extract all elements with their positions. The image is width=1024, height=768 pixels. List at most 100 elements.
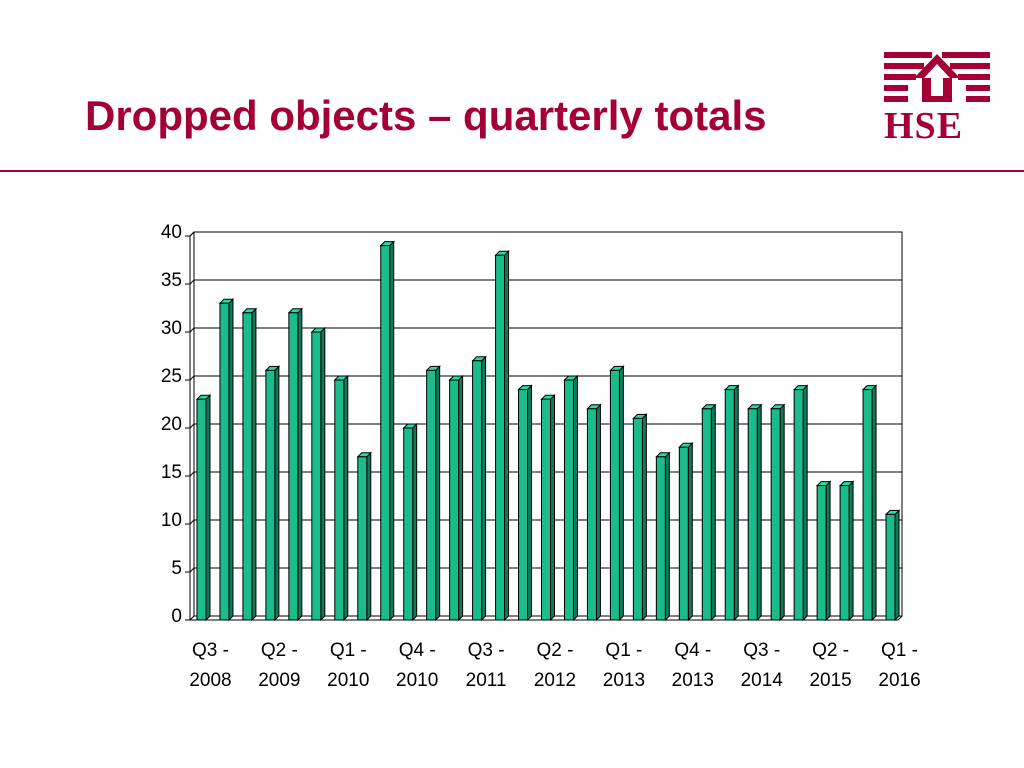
bar-front xyxy=(862,389,873,621)
gridline-depth xyxy=(189,423,195,429)
bar-front xyxy=(380,245,391,621)
bar-side xyxy=(458,374,464,622)
gridline-depth xyxy=(189,615,195,621)
bar-side xyxy=(825,480,831,622)
bar xyxy=(471,355,487,622)
x-tick-label-year: 2015 xyxy=(809,670,851,691)
hse-logo-house-icon xyxy=(884,52,990,102)
bar-front xyxy=(724,389,735,621)
hse-logo-text: HSE xyxy=(884,105,964,147)
bar-front xyxy=(449,379,460,621)
x-tick-label-quarter: Q3 - xyxy=(192,640,229,661)
y-axis-depth xyxy=(189,231,195,237)
bar-front xyxy=(678,446,689,621)
x-tick-label-quarter: Q2 - xyxy=(261,640,298,661)
bar-front xyxy=(701,408,712,621)
bar-front xyxy=(357,456,368,621)
bar-side xyxy=(412,422,418,622)
bar-side xyxy=(389,240,395,622)
bar-front xyxy=(655,456,666,621)
bar xyxy=(379,240,395,622)
x-tick-label-year: 2012 xyxy=(534,670,576,691)
bar-front xyxy=(816,485,827,621)
bar xyxy=(769,403,786,622)
bar xyxy=(815,480,832,622)
gridline-depth xyxy=(189,519,195,525)
x-tick-label-quarter: Q4 - xyxy=(674,640,711,661)
bar xyxy=(218,297,235,622)
gridline-depth xyxy=(189,567,195,573)
bar-front xyxy=(563,379,574,621)
y-tick-label: 0 xyxy=(171,606,182,627)
bar xyxy=(356,451,372,622)
y-tick-label: 25 xyxy=(161,366,182,387)
bar xyxy=(884,509,901,622)
x-tick-label-quarter: Q1 - xyxy=(330,640,367,661)
y-tick-label: 40 xyxy=(161,222,182,243)
y-tick-label: 20 xyxy=(161,414,182,435)
bar xyxy=(632,413,648,622)
bar-side xyxy=(343,374,349,622)
bar-side xyxy=(664,451,670,622)
bar-front xyxy=(518,389,529,621)
gridline-depth xyxy=(189,279,195,285)
bar-side xyxy=(687,441,693,622)
bar-front xyxy=(334,379,345,621)
bar xyxy=(678,441,694,622)
bar xyxy=(195,393,212,622)
bar xyxy=(861,384,878,622)
x-tick-label-quarter: Q2 - xyxy=(537,640,574,661)
bar-side xyxy=(297,307,303,622)
bar xyxy=(655,451,671,622)
bar-front xyxy=(885,513,896,621)
bar xyxy=(310,326,327,622)
bar-front xyxy=(541,398,551,621)
bar-side xyxy=(320,326,326,622)
bar xyxy=(747,403,763,622)
gridline-depth xyxy=(189,471,195,477)
bar xyxy=(838,480,855,622)
x-tick-label-quarter: Q4 - xyxy=(399,640,436,661)
x-tick-label-year: 2016 xyxy=(878,670,920,691)
bar-side xyxy=(848,480,854,622)
bar xyxy=(402,422,418,622)
bar-front xyxy=(242,312,253,621)
bar-front xyxy=(288,312,299,621)
x-tick-label-quarter: Q3 - xyxy=(468,640,505,661)
x-tick-label-year: 2013 xyxy=(672,670,714,691)
bar-side xyxy=(366,451,372,622)
bar-side xyxy=(756,403,762,622)
title-divider xyxy=(0,170,1024,172)
bar-front xyxy=(426,369,437,621)
bar-side xyxy=(572,374,578,622)
bar-front xyxy=(265,369,276,621)
x-tick-label-year: 2008 xyxy=(189,670,231,691)
slide-title: Dropped objects – quarterly totals xyxy=(85,92,767,139)
x-tick-label-year: 2009 xyxy=(258,670,300,691)
gridline-depth xyxy=(189,375,195,381)
bar-side xyxy=(481,355,487,622)
bar-side xyxy=(251,307,257,622)
bar-front xyxy=(632,417,643,621)
x-tick-label-quarter: Q1 - xyxy=(605,640,642,661)
bar-side xyxy=(595,403,601,622)
bar-side xyxy=(527,384,533,622)
y-tick-label: 15 xyxy=(161,462,182,483)
bar xyxy=(264,365,281,622)
bar xyxy=(241,307,258,622)
bar-side xyxy=(504,249,510,622)
gridline-depth xyxy=(189,327,195,333)
bar-side xyxy=(871,384,877,622)
bar-front xyxy=(839,485,850,621)
bar-front xyxy=(609,369,620,621)
x-tick-label-quarter: Q1 - xyxy=(881,640,918,661)
bar xyxy=(792,384,809,622)
bar xyxy=(563,374,579,622)
bar-side xyxy=(228,297,234,622)
bar-front xyxy=(586,408,597,621)
y-tick-label: 10 xyxy=(161,510,182,531)
x-tick-label-year: 2014 xyxy=(741,670,784,691)
bar-side xyxy=(779,403,785,622)
bar xyxy=(517,384,533,622)
